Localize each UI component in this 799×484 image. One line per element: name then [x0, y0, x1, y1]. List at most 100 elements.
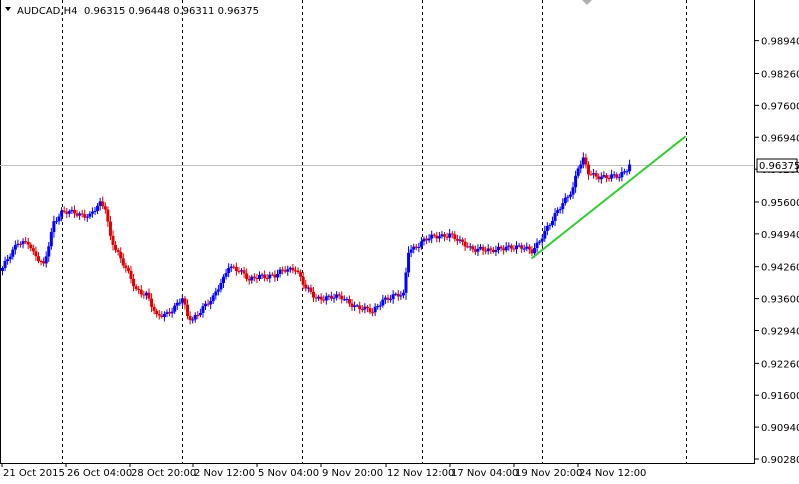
candle [3, 256, 7, 272]
candle [342, 295, 346, 302]
candle-body [617, 177, 621, 179]
candle [430, 230, 434, 244]
candle-body [589, 174, 593, 176]
candle-body [240, 270, 244, 272]
candle-body [622, 171, 626, 173]
candle [237, 267, 241, 274]
candle [132, 274, 136, 292]
candle-body [378, 305, 382, 307]
candle [98, 197, 102, 211]
candle [119, 247, 123, 263]
candle-body [114, 244, 118, 250]
x-tick-label: 28 Oct 20:00 [131, 468, 196, 479]
candle [491, 246, 495, 254]
candle-body [83, 214, 87, 218]
candle-body [515, 245, 518, 250]
candle [425, 235, 429, 245]
candle-body [432, 234, 436, 236]
candle [602, 171, 606, 179]
candle [229, 263, 233, 272]
candle-body [489, 248, 493, 250]
candle [509, 243, 513, 253]
candle-body [332, 297, 336, 299]
trendline[interactable] [530, 135, 687, 260]
candle-body [78, 213, 82, 216]
candle [240, 268, 244, 275]
candle [293, 266, 297, 275]
candle [198, 308, 202, 318]
candle [558, 206, 562, 214]
candle-body [288, 267, 292, 270]
candle [502, 245, 506, 255]
candle-body [275, 274, 279, 278]
candle [168, 307, 172, 317]
candle [36, 252, 40, 264]
candle-body [299, 272, 303, 277]
candle [250, 274, 254, 284]
candle-body [6, 259, 10, 262]
candle-body [399, 295, 403, 297]
candle-body [337, 294, 341, 296]
candle [296, 267, 300, 275]
price-axis: 0.989400.982600.976000.969400.962800.956… [754, 37, 799, 466]
candle [448, 228, 452, 242]
candle [422, 236, 426, 246]
candle-body [191, 319, 195, 321]
dropdown-triangle-icon[interactable] [5, 7, 11, 11]
candle-body [479, 246, 483, 249]
candle [553, 208, 557, 227]
candle [376, 303, 380, 310]
candle-body [484, 250, 488, 252]
candle-body [160, 315, 164, 318]
candle-body [144, 292, 148, 296]
candle-body [124, 265, 128, 269]
candle [47, 242, 51, 262]
candle [160, 311, 164, 319]
candle-body [11, 249, 15, 257]
candle [576, 166, 580, 179]
candle [545, 222, 549, 236]
candle-body [93, 210, 97, 212]
candle-body [545, 225, 549, 231]
candle-body [427, 238, 431, 241]
candle [345, 296, 349, 304]
candle-body [386, 297, 390, 300]
candle-body [44, 256, 48, 264]
candle [571, 182, 575, 199]
candle-body [486, 248, 490, 252]
candle-body [368, 308, 372, 313]
candle [16, 239, 20, 248]
candle [286, 265, 290, 276]
candle-body [491, 249, 495, 252]
candle-body [309, 287, 313, 292]
candle [8, 253, 12, 264]
x-tick-label: 9 Nov 20:00 [322, 468, 383, 479]
candle [538, 240, 542, 245]
candle-body [584, 157, 588, 165]
candle-body [342, 299, 346, 301]
candle [206, 299, 210, 307]
candle [322, 295, 326, 303]
candle [497, 242, 501, 254]
candle [260, 272, 264, 280]
candle-body [201, 306, 205, 313]
candle-body [170, 311, 174, 314]
candle-body [196, 314, 200, 316]
candle-body [497, 246, 501, 251]
y-tick-label: 0.96940 [761, 133, 799, 144]
chart-shift-marker-icon[interactable] [582, 0, 592, 5]
candle-body [157, 314, 161, 316]
candle [522, 244, 526, 253]
candle [21, 238, 25, 249]
candle [301, 271, 305, 290]
candle-body [54, 221, 58, 223]
candle [268, 271, 272, 283]
candle-body [24, 241, 28, 243]
candle-body [394, 293, 398, 295]
candle-body [440, 234, 444, 237]
candle-body [358, 305, 362, 310]
candle-body [301, 276, 305, 285]
candle [317, 294, 321, 301]
candle [625, 169, 629, 176]
